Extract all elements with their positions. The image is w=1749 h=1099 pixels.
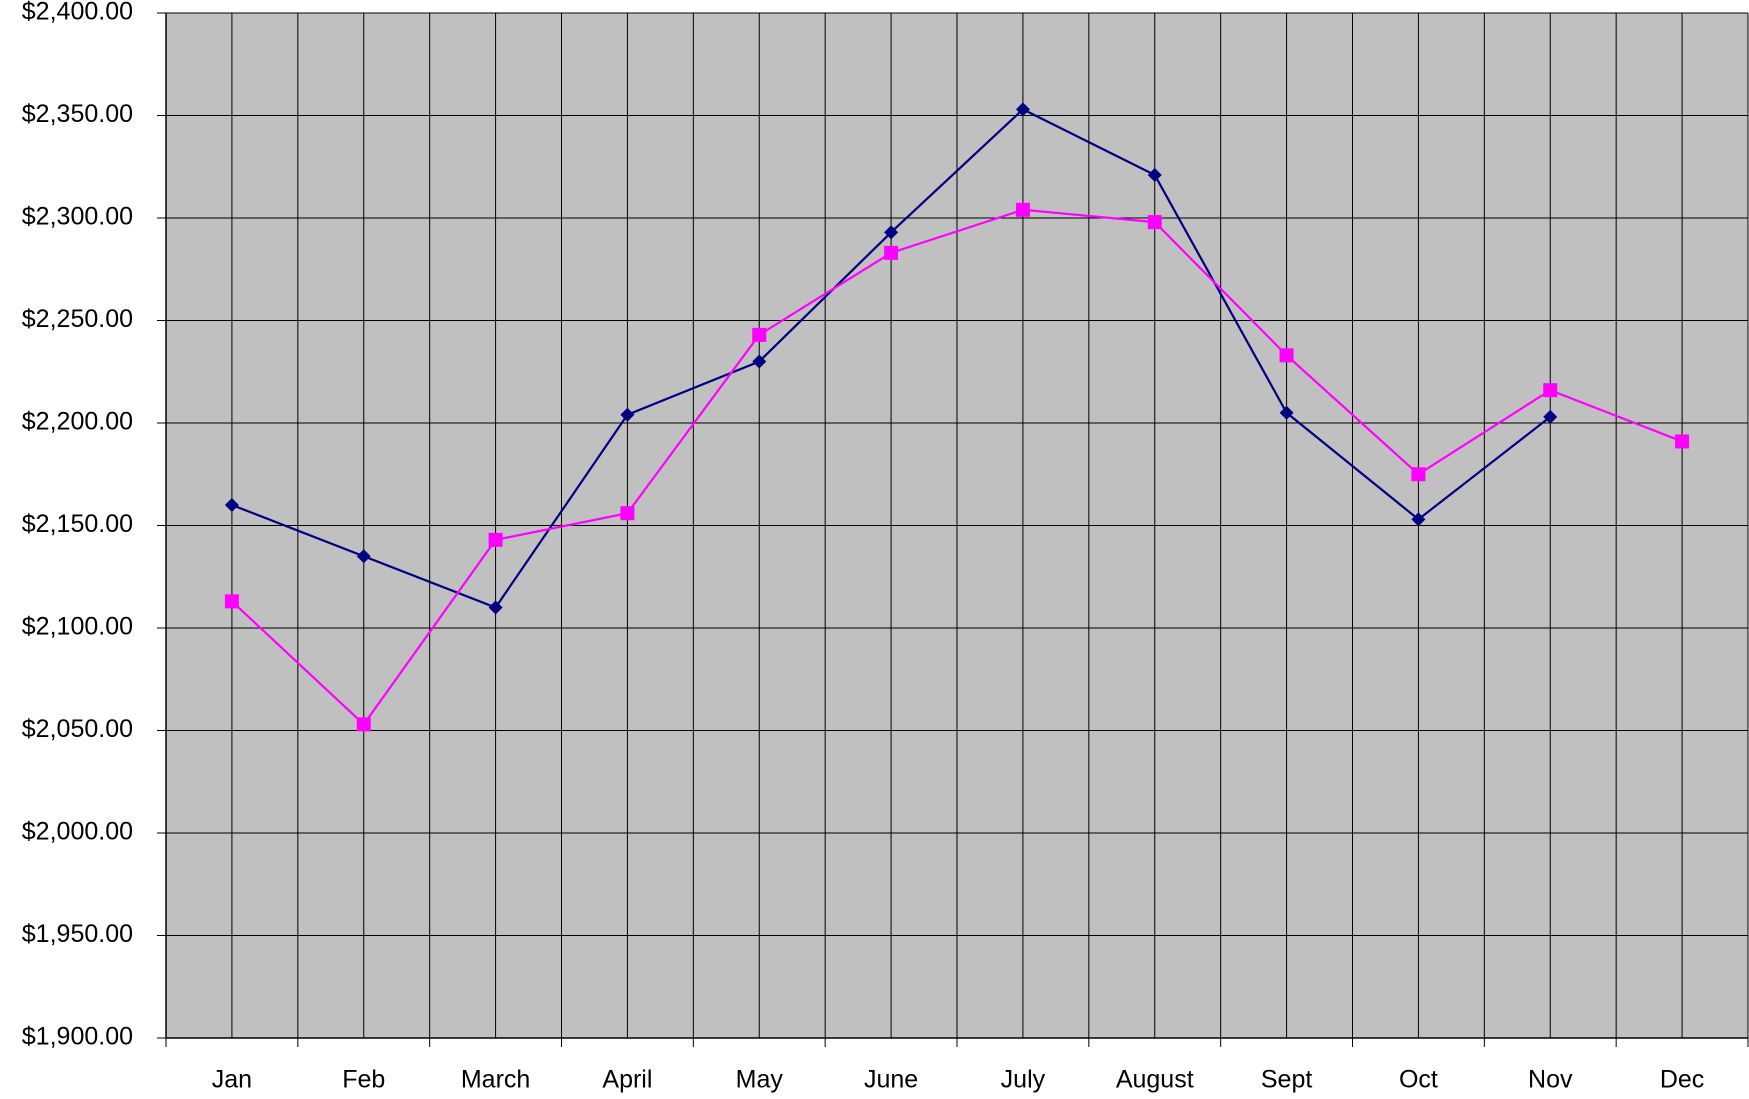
x-tick-label: July bbox=[1001, 1066, 1046, 1094]
data-point bbox=[1411, 512, 1426, 527]
data-point bbox=[1543, 409, 1558, 424]
data-point bbox=[356, 549, 371, 564]
data-point bbox=[1543, 383, 1558, 398]
series bbox=[224, 202, 1690, 732]
y-tick-label: $2,150.00 bbox=[22, 510, 133, 538]
data-point bbox=[752, 327, 767, 342]
data-point bbox=[1147, 215, 1162, 230]
x-tick-label: Feb bbox=[342, 1066, 385, 1094]
y-tick-label: $2,300.00 bbox=[22, 203, 133, 231]
data-point bbox=[884, 225, 899, 240]
x-tick-label: March bbox=[461, 1066, 530, 1094]
x-tick-label: June bbox=[864, 1066, 918, 1094]
data-point bbox=[1015, 202, 1030, 217]
series-line bbox=[231, 208, 1683, 727]
data-point bbox=[1147, 167, 1162, 182]
data-point bbox=[752, 354, 767, 369]
x-tick-label: Sept bbox=[1261, 1066, 1312, 1094]
x-tick-label: Jan bbox=[212, 1066, 252, 1094]
y-tick-label: $1,950.00 bbox=[22, 920, 133, 948]
data-point bbox=[224, 594, 239, 609]
y-tick-label: $1,900.00 bbox=[22, 1023, 133, 1051]
data-point bbox=[356, 717, 371, 732]
y-tick-label: $2,350.00 bbox=[22, 100, 133, 128]
x-tick-label: May bbox=[736, 1066, 784, 1094]
data-point bbox=[620, 506, 635, 521]
y-tick-label: $2,050.00 bbox=[22, 715, 133, 743]
x-tick-label: Oct bbox=[1399, 1066, 1438, 1094]
data-point bbox=[1675, 434, 1690, 449]
data-point bbox=[488, 532, 503, 547]
series bbox=[224, 102, 1558, 615]
y-tick-label: $2,100.00 bbox=[22, 613, 133, 641]
data-point bbox=[1411, 467, 1426, 482]
y-tick-label: $2,000.00 bbox=[22, 818, 133, 846]
data-point bbox=[1279, 348, 1294, 363]
data-point bbox=[620, 407, 635, 422]
data-point bbox=[488, 600, 503, 615]
data-point bbox=[1279, 405, 1294, 420]
data-point bbox=[884, 245, 899, 260]
x-tick-label: Nov bbox=[1528, 1066, 1573, 1094]
data-point bbox=[224, 498, 239, 512]
y-tick-label: $2,250.00 bbox=[22, 305, 133, 333]
x-tick-label: April bbox=[602, 1066, 652, 1094]
x-tick-label: Dec bbox=[1660, 1066, 1704, 1094]
x-tick-label: August bbox=[1116, 1066, 1194, 1094]
y-tick-label: $2,400.00 bbox=[22, 0, 133, 26]
y-tick-label: $2,200.00 bbox=[22, 408, 133, 436]
data-point bbox=[1015, 102, 1030, 117]
